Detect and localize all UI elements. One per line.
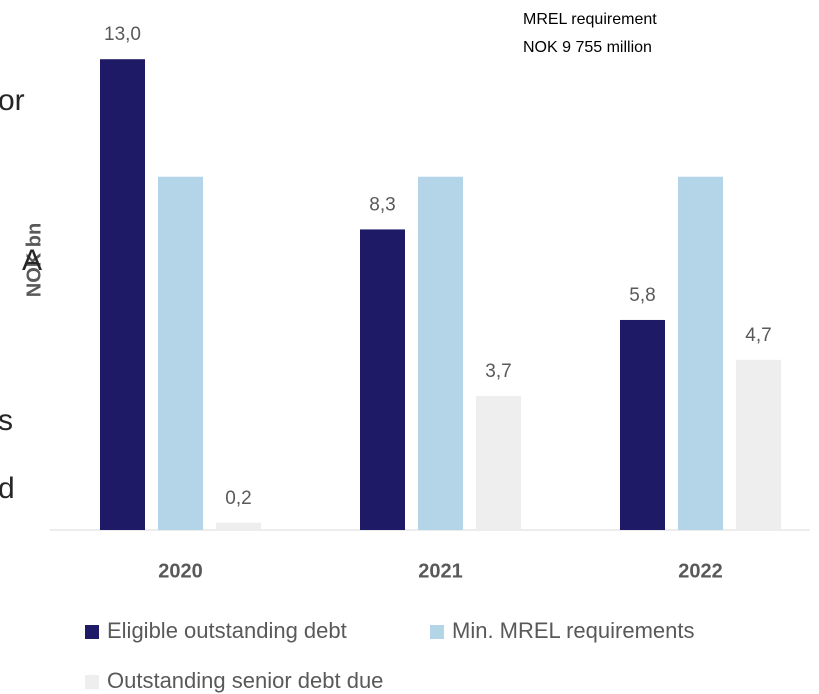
annotation: NOK 9 755 million [523, 39, 652, 56]
bar [158, 176, 203, 530]
bar [100, 59, 145, 530]
data-label: 0,2 [225, 488, 251, 509]
legend-label: Outstanding senior debt due [107, 668, 383, 693]
data-label: 5,8 [629, 285, 655, 306]
x-tick-label: 2022 [678, 560, 723, 582]
bar [620, 319, 665, 530]
legend-swatch [85, 625, 99, 639]
x-tick-label: 2021 [418, 560, 463, 582]
y-axis-label: NOK bn [23, 223, 45, 297]
bar [418, 176, 463, 530]
bar [476, 396, 521, 530]
legend-label: Min. MREL requirements [452, 618, 694, 643]
cropped-text: A [22, 244, 42, 277]
bar [216, 522, 261, 530]
data-label: 4,7 [745, 325, 771, 346]
bar [736, 359, 781, 530]
bar [360, 229, 405, 530]
x-tick-label: 2020 [158, 560, 203, 582]
annotation: MREL requirement [523, 11, 657, 28]
bar [678, 176, 723, 530]
data-label: 3,7 [485, 361, 511, 382]
cropped-text: d [0, 472, 15, 505]
data-label: 13,0 [104, 24, 141, 45]
cropped-text: s [0, 404, 13, 437]
legend-swatch [85, 675, 99, 689]
data-label: 8,3 [369, 194, 395, 215]
legend-label: Eligible outstanding debt [107, 618, 347, 643]
cropped-text: or [0, 84, 25, 117]
legend-swatch [430, 625, 444, 639]
